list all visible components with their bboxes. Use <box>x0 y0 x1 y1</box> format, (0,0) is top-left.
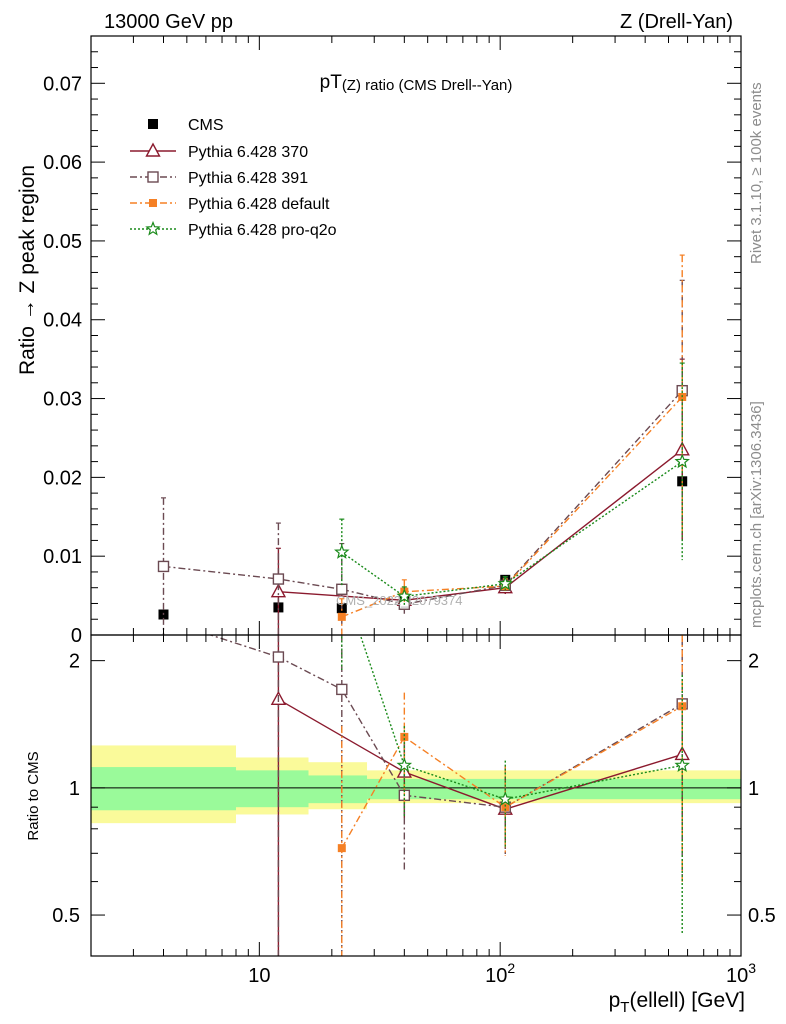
data-point <box>270 583 287 598</box>
header-left: 13000 GeV pp <box>104 11 233 33</box>
series-line <box>278 449 683 602</box>
y-tick-label: 0.03 <box>43 389 82 411</box>
legend-label: Pythia 6.428 default <box>188 196 330 213</box>
data-point <box>497 575 514 591</box>
series-line <box>359 635 683 800</box>
legend-label: Pythia 6.428 391 <box>188 170 308 187</box>
ratio-y-tick-label-right: 1 <box>748 778 759 800</box>
top-ylabel: Ratio → Z peak region <box>16 165 39 375</box>
legend-entry-pythia-6-428-pro-q2o: Pythia 6.428 pro-q2o <box>130 220 337 239</box>
ratio-y-tick-label-right: 0.5 <box>748 905 776 927</box>
legend-entry-cms: CMS <box>148 117 224 134</box>
series-line <box>163 390 683 606</box>
ratio-y-tick-label: 2 <box>69 651 80 673</box>
data-point <box>396 588 413 603</box>
bottom-panel-frame <box>90 634 742 957</box>
title-main: pT <box>320 72 343 93</box>
title-sub: (Z) ratio (CMS Drell--Yan) <box>342 77 513 94</box>
x-tick-label-exponent: 3 <box>748 960 756 976</box>
legend-marker <box>145 142 161 157</box>
x-tick-label-exponent: 2 <box>507 960 515 976</box>
data-point <box>501 803 510 812</box>
legend-label: CMS <box>188 117 224 134</box>
series-line <box>341 396 683 618</box>
data-point <box>396 757 413 773</box>
xlabel-sub: T <box>620 999 629 1016</box>
data-point <box>678 702 687 711</box>
data-point <box>157 560 170 573</box>
ratio-y-tick-label: 0.5 <box>52 905 80 927</box>
header-right: Z (Drell-Yan) <box>620 11 733 33</box>
series-pythia-6-428-pro-q2o <box>341 635 690 935</box>
band-1-sigma <box>91 767 236 811</box>
series-pythia-6-428-391 <box>157 279 688 635</box>
y-tick-label: 0.02 <box>43 467 82 489</box>
xlabel-main: p <box>609 989 621 1012</box>
data-point <box>674 453 690 469</box>
top-panel-series <box>157 254 690 635</box>
bottom-panel-series <box>208 635 690 956</box>
series-pythia-6-428-pro-q2o <box>334 362 690 606</box>
xlabel-rest: (ellell) [GeV] <box>629 989 745 1012</box>
y-tick-label: 0.04 <box>43 310 82 332</box>
rivet-label: Rivet 3.1.10, ≥ 100k events <box>748 82 765 264</box>
x-tick-label-base: 10 <box>726 965 748 987</box>
band-1-sigma <box>308 775 368 804</box>
legend-label: Pythia 6.428 pro-q2o <box>188 222 337 239</box>
y-tick-label: 0 <box>71 625 82 647</box>
series-line <box>208 635 683 808</box>
y-tick-label: 0.05 <box>43 231 82 253</box>
data-point <box>337 612 346 621</box>
data-point <box>497 791 514 806</box>
ratio-y-tick-label: 1 <box>69 778 80 800</box>
y-tick-label: 0.07 <box>43 73 82 95</box>
bottom-ylabel: Ratio to CMS <box>25 751 42 840</box>
legend-entry-pythia-6-428-default: Pythia 6.428 default <box>130 196 330 213</box>
top-panel-axes: 0 0.01 0.02 0.03 0.04 0.05 0.06 0.07 <box>43 35 742 647</box>
mcplots-label: mcplots.cern.ch [arXiv:1306.3436] <box>748 401 765 628</box>
legend-entry-pythia-6-428-370: Pythia 6.428 370 <box>130 142 308 161</box>
data-point <box>272 651 285 663</box>
x-tick-label-base: 10 <box>248 965 270 987</box>
data-point <box>272 573 285 585</box>
x-tick-label-100: 102 <box>485 960 515 987</box>
y-tick-label: 0.06 <box>43 152 82 174</box>
legend-entry-pythia-6-428-391: Pythia 6.428 391 <box>130 170 308 187</box>
top-title: pT(Z) ratio (CMS Drell--Yan) <box>320 72 513 94</box>
legend-marker <box>147 171 159 183</box>
watermark: CMS_2022_I2079374 <box>336 593 463 608</box>
legend-label: Pythia 6.428 370 <box>188 144 308 161</box>
y-tick-label: 0.01 <box>43 546 82 568</box>
series-pythia-6-428-370 <box>270 358 690 635</box>
series-line <box>341 461 683 598</box>
legend: CMS Pythia 6.428 370 Pythia 6.428 391 Pythi… <box>130 117 337 239</box>
band-1-sigma <box>235 770 309 808</box>
legend-marker <box>148 119 158 129</box>
data-point <box>674 757 690 773</box>
x-tick-label-base: 10 <box>485 965 507 987</box>
data-point <box>334 543 350 559</box>
legend-marker <box>149 199 157 207</box>
x-axis-label: pT(ellell) [GeV] <box>609 989 745 1016</box>
ratio-bands <box>91 745 741 824</box>
legend-marker <box>145 220 161 236</box>
data-point <box>336 683 348 696</box>
band-1-sigma <box>367 778 741 800</box>
ratio-y-tick-label-right: 2 <box>748 651 759 673</box>
data-point <box>337 844 346 853</box>
series-line <box>341 705 683 849</box>
x-tick-label-10: 10 <box>248 965 270 987</box>
data-point <box>400 732 409 741</box>
x-tick-label-1000: 103 <box>726 960 756 987</box>
